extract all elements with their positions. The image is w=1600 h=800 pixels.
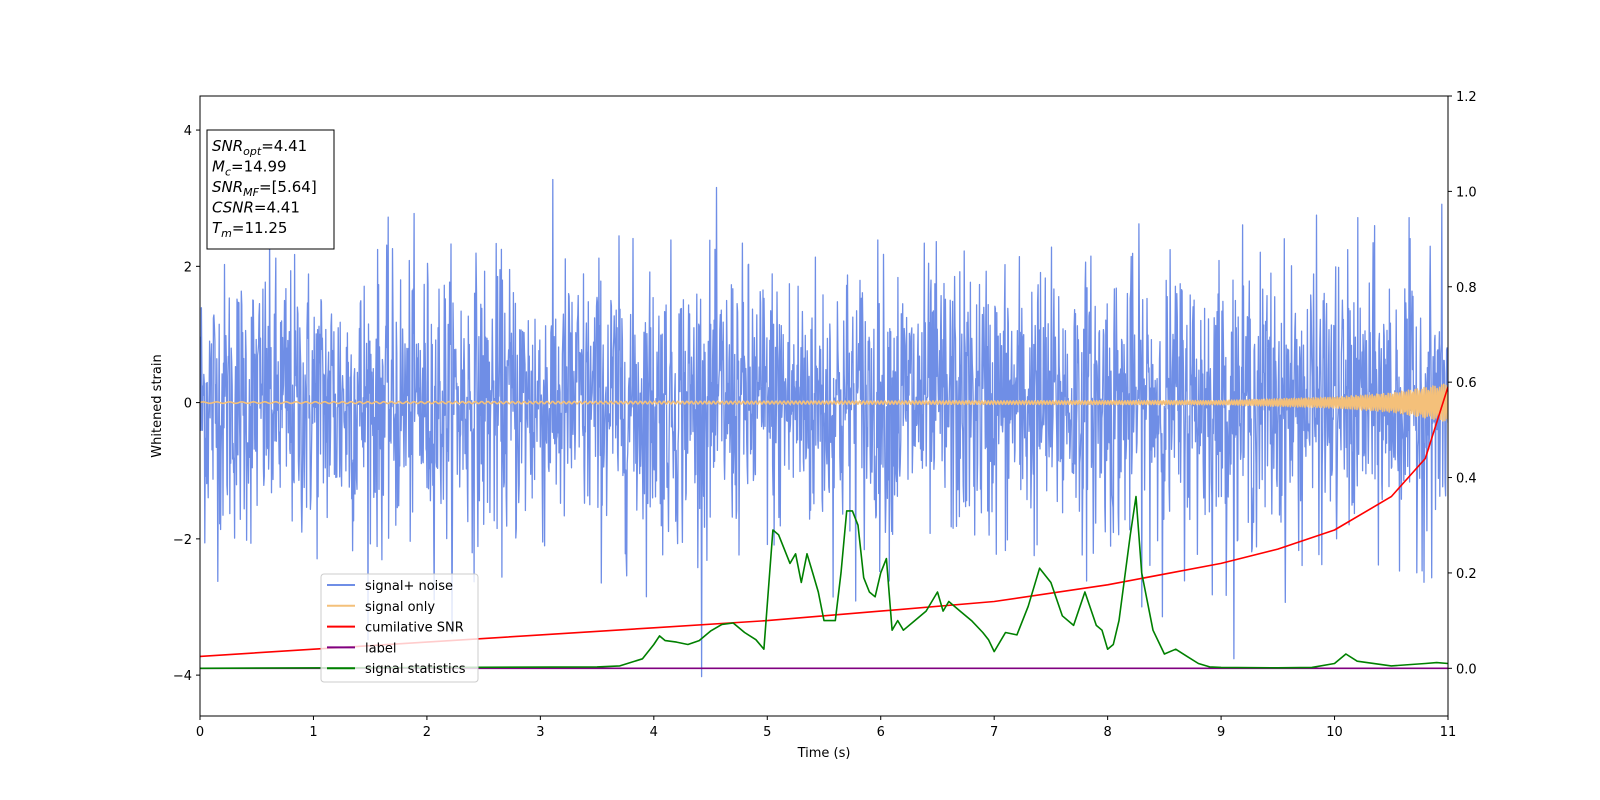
x-tick-label: 11 (1440, 725, 1457, 740)
x-tick-label: 9 (1217, 725, 1225, 740)
legend-label: signal only (365, 600, 435, 615)
y-tick-label: −2 (173, 533, 192, 548)
stats-line: SNRMF=[5.64] (212, 178, 317, 199)
x-tick-label: 7 (990, 725, 998, 740)
y-tick-label: 4 (184, 124, 192, 139)
x-tick-label: 10 (1326, 725, 1343, 740)
y2-tick-label: 1.2 (1456, 90, 1477, 105)
y2-tick-label: 1.0 (1456, 185, 1477, 200)
series-line-signal-statistics (200, 495, 1448, 670)
stats-box: SNRopt=4.41Mc=14.99SNRMF=[5.64]CSNR=4.41… (206, 129, 335, 250)
y-axis-right: 0.0 0.2 0.4 0.6 0.8 1.0 1.2 (1448, 90, 1477, 677)
stats-line: SNRopt=4.41 (212, 137, 307, 158)
stats-line: CSNR=4.41 (212, 199, 300, 217)
x-tick-label: 3 (536, 725, 544, 740)
y-tick-label: 2 (184, 260, 192, 275)
stats-line: Mc=14.99 (212, 158, 287, 179)
x-tick-label: 4 (650, 725, 658, 740)
legend-label: cumilative SNR (365, 621, 464, 636)
x-axis-label: Time (s) (797, 746, 851, 761)
x-tick-label: 0 (196, 725, 204, 740)
y-axis-left: −4 −2 0 2 4 (173, 124, 200, 684)
y2-tick-label: 0.6 (1456, 376, 1477, 391)
legend-label: signal statistics (365, 662, 466, 677)
x-tick-label: 6 (877, 725, 885, 740)
y2-tick-label: 0.2 (1456, 567, 1477, 582)
x-tick-label: 8 (1103, 725, 1111, 740)
legend-label: signal+ noise (365, 579, 453, 594)
legend-frame (320, 573, 479, 683)
stats-line: Tm=11.25 (212, 219, 287, 240)
series-line-signal-only (200, 383, 1448, 422)
y2-tick-label: 0.8 (1456, 281, 1477, 296)
x-tick-label: 2 (423, 725, 431, 740)
x-tick-label: 1 (309, 725, 317, 740)
y-axis-label: Whitened strain (150, 354, 165, 457)
y2-tick-label: 0.0 (1456, 662, 1477, 677)
legend-label: label (365, 641, 396, 656)
x-tick-label: 5 (763, 725, 771, 740)
series-line-signal-noise (200, 178, 1448, 678)
y-tick-label: −4 (173, 669, 192, 684)
y2-tick-label: 0.4 (1456, 472, 1477, 487)
x-axis: 0 1 2 3 4 5 6 7 8 9 10 11 (196, 716, 1456, 740)
stats-box-frame (206, 129, 335, 250)
plot-frame (199, 95, 1449, 717)
legend: signal+ noise signal only cumilative SNR la… (320, 573, 479, 683)
y-tick-label: 0 (184, 397, 192, 412)
